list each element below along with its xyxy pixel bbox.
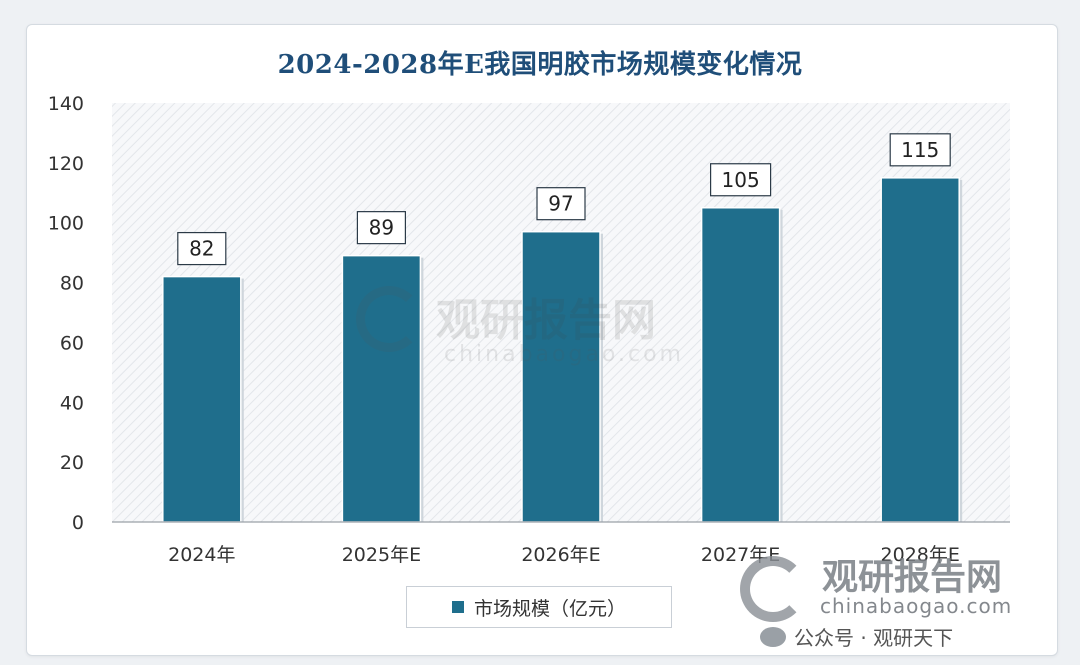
- bar: [341, 254, 422, 523]
- x-tick-label: 2028年E: [881, 544, 960, 566]
- data-label: 97: [548, 192, 573, 216]
- x-tick-label: 2025年E: [342, 544, 421, 566]
- y-tick-label: 60: [60, 332, 84, 354]
- data-label-box: [536, 187, 586, 221]
- data-label-box: [356, 211, 406, 245]
- y-tick-label: 0: [72, 512, 84, 534]
- y-tick-label: 80: [60, 273, 84, 295]
- bar: [162, 275, 242, 523]
- data-label: 105: [722, 168, 760, 192]
- x-tick-label: 2024年: [168, 544, 235, 566]
- bar: [521, 230, 601, 523]
- legend: 市场规模（亿元）: [406, 586, 672, 628]
- bar: [700, 207, 781, 523]
- y-tick-label: 140: [48, 93, 84, 115]
- bars: 82 89 97 105 115: [162, 133, 963, 523]
- chart-title: 2024-2028年E我国明胶市场规模变化情况: [277, 50, 803, 80]
- x-axis: 2024年 2025年E 2026年E 2027年E 2028年E: [168, 544, 960, 566]
- x-tick-label: 2026年E: [521, 544, 600, 566]
- legend-label: 市场规模（亿元）: [473, 597, 626, 620]
- data-label-box: [709, 163, 772, 197]
- legend-swatch: [451, 601, 464, 613]
- data-label-box: [889, 133, 951, 167]
- bar: [880, 177, 960, 523]
- data-label: 89: [369, 216, 394, 240]
- y-axis: 0 20 40 60 80 100 120 140: [48, 93, 84, 534]
- data-label-box: [177, 231, 227, 266]
- y-tick-label: 100: [48, 213, 84, 235]
- y-tick-label: 120: [48, 153, 84, 175]
- data-label: 82: [189, 237, 214, 261]
- data-label: 115: [901, 138, 939, 162]
- x-tick-label: 2027年E: [701, 544, 780, 566]
- y-tick-label: 40: [60, 392, 84, 414]
- y-tick-label: 20: [60, 452, 84, 474]
